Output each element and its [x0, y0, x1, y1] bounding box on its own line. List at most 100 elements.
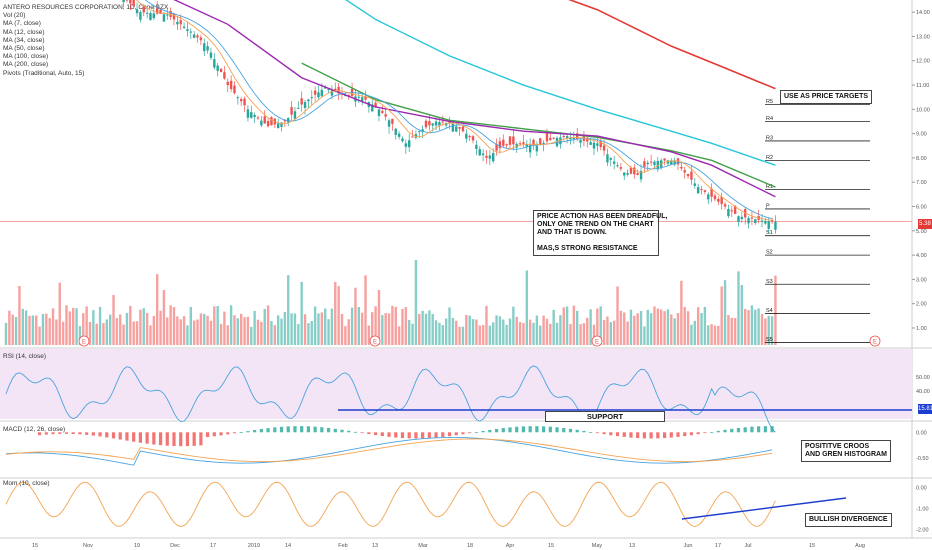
candle-body: [330, 90, 334, 96]
volume-bar: [478, 325, 481, 345]
candle-body: [374, 102, 377, 107]
candle-body: [535, 145, 539, 152]
macd-histogram-bar: [219, 432, 223, 436]
candle-body: [609, 157, 612, 160]
macd-histogram-bar: [78, 432, 82, 435]
pivot-label: R2: [766, 155, 773, 161]
volume-bar: [199, 313, 203, 345]
earnings-marker: [78, 335, 90, 347]
volume-bar: [344, 326, 347, 345]
volume-bar: [404, 307, 408, 345]
candle-body: [700, 189, 703, 191]
volume-bar: [535, 315, 539, 345]
volume-bar: [152, 316, 156, 345]
candle-body: [619, 167, 623, 169]
candle-body: [384, 114, 387, 117]
candle-body: [723, 204, 727, 207]
volume-bar: [733, 317, 737, 345]
macd-histogram-bar: [528, 426, 532, 433]
macd-histogram-bar: [481, 430, 485, 433]
candle-body: [260, 120, 263, 126]
candle-body: [690, 171, 693, 180]
macd-histogram-bar: [595, 432, 599, 434]
volume-bar: [720, 286, 723, 345]
momentum-axis-label: -1.00: [916, 507, 929, 513]
candle-body: [152, 13, 156, 19]
volume-bar: [14, 316, 18, 345]
macd-histogram-bar: [253, 430, 257, 433]
volume-bar: [156, 274, 159, 345]
momentum-line: [5, 481, 776, 527]
candle-body: [555, 137, 559, 147]
volume-bar: [21, 308, 24, 345]
volume-bar: [428, 310, 431, 345]
candle-body: [438, 121, 441, 126]
price-targets-note: USE AS PRICE TARGETS: [780, 90, 873, 104]
volume-bar: [700, 313, 703, 345]
candle-body: [696, 187, 700, 194]
volume-bar: [629, 309, 633, 345]
candle-body: [532, 139, 535, 146]
candle-body: [421, 129, 424, 133]
volume-bar: [307, 323, 310, 345]
candle-body: [633, 167, 636, 175]
candle-body: [414, 134, 418, 138]
candle-body: [760, 220, 764, 222]
candle-body: [680, 166, 683, 169]
volume-bar: [287, 275, 290, 345]
candle-body: [552, 137, 555, 139]
macd-histogram-bar: [689, 432, 694, 436]
volume-bar: [542, 315, 545, 345]
macd-histogram-bar: [562, 427, 566, 433]
candle-body: [149, 13, 152, 20]
x-axis-label: 15: [809, 543, 815, 549]
macd-histogram-bar: [192, 432, 196, 446]
volume-bar: [414, 260, 418, 345]
volume-bar: [770, 316, 774, 345]
price-axis-label: 8.00: [916, 156, 927, 162]
volume-bar: [411, 323, 414, 345]
candle-body: [424, 120, 428, 128]
macd-histogram-bar: [468, 432, 472, 434]
volume-bar: [391, 305, 394, 345]
candle-body: [774, 221, 777, 230]
candle-body: [441, 121, 444, 123]
macd-histogram-bar: [622, 432, 626, 437]
volume-bar: [240, 313, 243, 345]
volume-bar: [172, 307, 176, 345]
pivot-label: R5: [766, 99, 773, 105]
x-axis-label: 19: [134, 543, 140, 549]
macd-histogram-bar: [293, 426, 297, 433]
momentum-axis-label: -2.00: [916, 528, 929, 534]
candle-body: [129, 0, 132, 4]
candle-body: [246, 109, 250, 118]
volume-bar: [169, 305, 172, 345]
x-axis-label: 13: [372, 543, 378, 549]
legend-line: MA (50, close): [3, 45, 45, 53]
volume-bar: [532, 322, 535, 345]
volume-bar: [539, 325, 542, 345]
volume-bar: [475, 319, 478, 345]
volume-bar: [182, 316, 186, 345]
candle-body: [276, 123, 280, 129]
candle-body: [770, 220, 774, 222]
candle-body: [199, 37, 203, 41]
volume-bar: [703, 306, 707, 345]
candle-body: [703, 190, 707, 192]
candle-body: [693, 183, 696, 186]
candle-body: [663, 158, 666, 161]
volume-bar: [660, 309, 663, 345]
volume-bar: [92, 310, 95, 345]
candle-body: [455, 126, 458, 132]
candle-body: [360, 97, 364, 101]
volume-bar: [8, 310, 11, 345]
volume-bar: [119, 314, 122, 345]
candle-body: [203, 43, 206, 52]
candle-body: [599, 141, 602, 147]
volume-bar: [367, 325, 371, 345]
candle-body: [297, 107, 300, 109]
candle-body: [616, 165, 619, 167]
volume-bar: [354, 287, 357, 345]
price-axis-label: 3.00: [916, 277, 927, 283]
